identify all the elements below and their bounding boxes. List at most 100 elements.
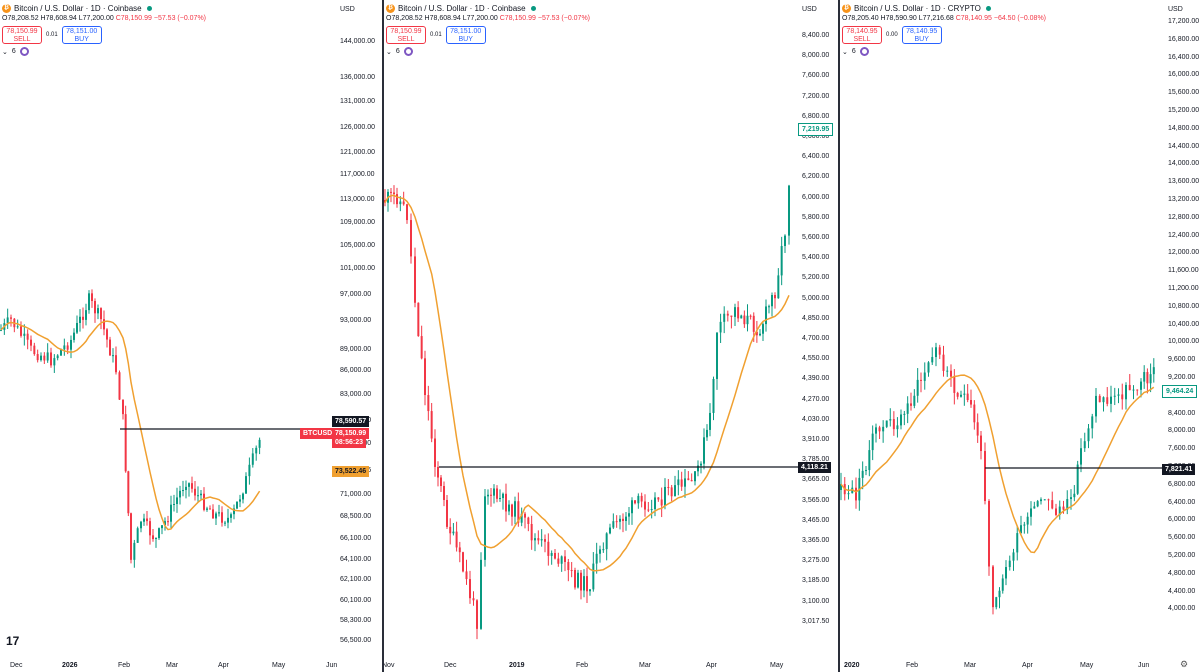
price-axis-label[interactable]: 4,700.00: [802, 335, 830, 342]
price-axis-label[interactable]: 62,100.00: [340, 576, 372, 583]
time-axis-label[interactable]: Dec: [444, 662, 457, 669]
symbol-title[interactable]: Bitcoin / U.S. Dollar · 1D · Coinbase: [398, 3, 526, 13]
price-axis-label[interactable]: 12,400.00: [1168, 231, 1200, 239]
price-axis-label[interactable]: 5,800.00: [802, 213, 830, 221]
price-axis-label[interactable]: 117,000.00: [340, 171, 375, 178]
price-axis-label[interactable]: 109,000.00: [340, 219, 376, 226]
price-axis-label[interactable]: 121,000.00: [340, 149, 376, 156]
symbol-title[interactable]: Bitcoin / U.S. Dollar · 1D · CRYPTO: [854, 3, 981, 13]
price-axis-label[interactable]: 64,100.00: [340, 556, 372, 563]
indicator-settings-icon[interactable]: [19, 47, 29, 56]
time-axis-label[interactable]: Jun: [1138, 662, 1150, 669]
price-axis-label[interactable]: 8,400.00: [802, 32, 830, 39]
time-axis-label[interactable]: May: [770, 662, 784, 669]
price-axis-label[interactable]: 131,000.00: [340, 98, 376, 105]
price-axis-label[interactable]: 8,000.00: [802, 52, 830, 60]
time-axis-label[interactable]: Dec: [10, 662, 23, 669]
price-axis-label[interactable]: 7,200.00: [802, 92, 830, 100]
indicator-settings-icon[interactable]: [859, 47, 869, 56]
price-axis-label[interactable]: 10,800.00: [1168, 302, 1200, 310]
price-axis-label[interactable]: 6,600.00: [802, 133, 830, 140]
time-axis-label[interactable]: Apr: [1022, 662, 1033, 669]
price-axis-label[interactable]: 97,000.00: [340, 291, 372, 298]
time-axis-label[interactable]: Feb: [906, 662, 919, 669]
price-axis-label[interactable]: 4,800.00: [1168, 569, 1196, 577]
price-axis-label[interactable]: 3,910.00: [802, 436, 830, 443]
price-axis-label[interactable]: 66,100.00: [340, 535, 372, 542]
price-axis-label[interactable]: 13,200.00: [1168, 196, 1200, 203]
price-axis-label[interactable]: 3,185.00: [802, 577, 830, 585]
indicator-count[interactable]: 6: [395, 48, 400, 55]
price-axis-label[interactable]: 4,000.00: [1168, 605, 1196, 613]
chevron-down-icon[interactable]: ⌄: [386, 48, 392, 56]
price-axis-label[interactable]: 16,800.00: [1168, 35, 1200, 43]
price-axis-label[interactable]: 3,365.00: [802, 537, 830, 544]
price-axis-label[interactable]: 13,600.00: [1168, 178, 1200, 186]
time-axis-label[interactable]: Mar: [639, 662, 652, 669]
chart-canvas-3[interactable]: [840, 0, 1200, 672]
price-axis-label[interactable]: 3,275.00: [802, 557, 830, 565]
price-axis-label[interactable]: 16,400.00: [1168, 53, 1200, 61]
price-axis-label[interactable]: 5,600.00: [1168, 534, 1196, 542]
sell-button[interactable]: 78,140.95 SELL: [842, 26, 882, 44]
price-axis-label[interactable]: 68,500.00: [340, 513, 372, 520]
indicator-settings-icon[interactable]: [403, 47, 413, 56]
price-axis-label[interactable]: 89,000.00: [340, 346, 372, 353]
time-axis-label[interactable]: 2019: [509, 662, 525, 669]
price-axis-label[interactable]: 105,000.00: [340, 242, 376, 249]
price-axis-label[interactable]: 5,200.00: [1168, 552, 1196, 559]
price-axis-label[interactable]: 5,600.00: [802, 234, 830, 241]
price-axis-label[interactable]: 4,030.00: [802, 415, 830, 423]
time-axis-label[interactable]: Mar: [964, 662, 977, 669]
gear-icon[interactable]: ⚙: [1180, 659, 1189, 669]
time-axis-label[interactable]: Feb: [576, 662, 589, 669]
price-axis-label[interactable]: 11,600.00: [1168, 267, 1199, 275]
time-axis-label[interactable]: May: [1080, 662, 1094, 669]
currency-label[interactable]: USD: [340, 6, 355, 13]
sell-button[interactable]: 78,150.99 SELL: [2, 26, 42, 44]
price-axis-label[interactable]: 6,400.00: [802, 153, 830, 161]
time-axis-label[interactable]: Mar: [166, 662, 179, 669]
buy-button[interactable]: 78,151.00 BUY: [445, 26, 486, 44]
price-axis-label[interactable]: 6,800.00: [802, 112, 830, 120]
price-axis-label[interactable]: 4,270.00: [802, 395, 830, 403]
price-axis-label[interactable]: 7,600.00: [802, 72, 830, 80]
buy-button[interactable]: 78,140.95 BUY: [901, 26, 942, 44]
chevron-down-icon[interactable]: ⌄: [842, 48, 848, 56]
price-axis-label[interactable]: 9,200.00: [1168, 374, 1196, 381]
time-axis-label[interactable]: Apr: [706, 662, 717, 669]
price-axis-label[interactable]: 11,200.00: [1168, 285, 1199, 292]
indicator-count[interactable]: 6: [851, 48, 856, 55]
price-axis-label[interactable]: 6,200.00: [802, 173, 830, 181]
panel-divider[interactable]: [838, 0, 840, 672]
price-axis-label[interactable]: 6,000.00: [1168, 516, 1196, 524]
price-axis-label[interactable]: 5,400.00: [802, 254, 830, 262]
price-axis-label[interactable]: 15,600.00: [1168, 89, 1200, 97]
price-axis-label[interactable]: 3,785.00: [802, 456, 830, 464]
time-axis-label[interactable]: 2026: [62, 662, 78, 669]
price-axis-label[interactable]: 3,665.00: [802, 476, 830, 484]
price-axis-label[interactable]: 71,000.00: [340, 491, 372, 498]
price-axis-label[interactable]: 6,000.00: [802, 193, 830, 201]
time-axis-label[interactable]: 2020: [844, 662, 860, 669]
price-axis-label[interactable]: 60,100.00: [340, 597, 372, 604]
chart-panel-2[interactable]: ₿ Bitcoin / U.S. Dollar · 1D · Coinbase …: [384, 0, 838, 672]
price-axis-label[interactable]: 3,465.00: [802, 516, 830, 524]
price-axis-label[interactable]: 3,100.00: [802, 597, 830, 605]
time-axis-label[interactable]: Jun: [326, 662, 338, 669]
price-axis-label[interactable]: 8,000.00: [1168, 427, 1196, 435]
price-axis-label[interactable]: 6,400.00: [1168, 498, 1196, 506]
price-axis-label[interactable]: 136,000.00: [340, 74, 376, 81]
price-axis-label[interactable]: 7,600.00: [1168, 445, 1196, 453]
price-axis-label[interactable]: 126,000.00: [340, 124, 376, 131]
price-axis-label[interactable]: 10,000.00: [1168, 338, 1200, 346]
currency-label[interactable]: USD: [1168, 6, 1183, 13]
time-axis-label[interactable]: Apr: [218, 662, 229, 669]
sell-button[interactable]: 78,150.99 SELL: [386, 26, 426, 44]
panel-divider[interactable]: [382, 0, 384, 672]
currency-label[interactable]: USD: [802, 6, 817, 13]
price-axis-label[interactable]: 58,300.00: [340, 617, 372, 624]
price-axis-label[interactable]: 4,550.00: [802, 355, 830, 363]
time-axis-label[interactable]: Feb: [118, 662, 131, 669]
price-axis-label[interactable]: 3,565.00: [802, 496, 830, 504]
